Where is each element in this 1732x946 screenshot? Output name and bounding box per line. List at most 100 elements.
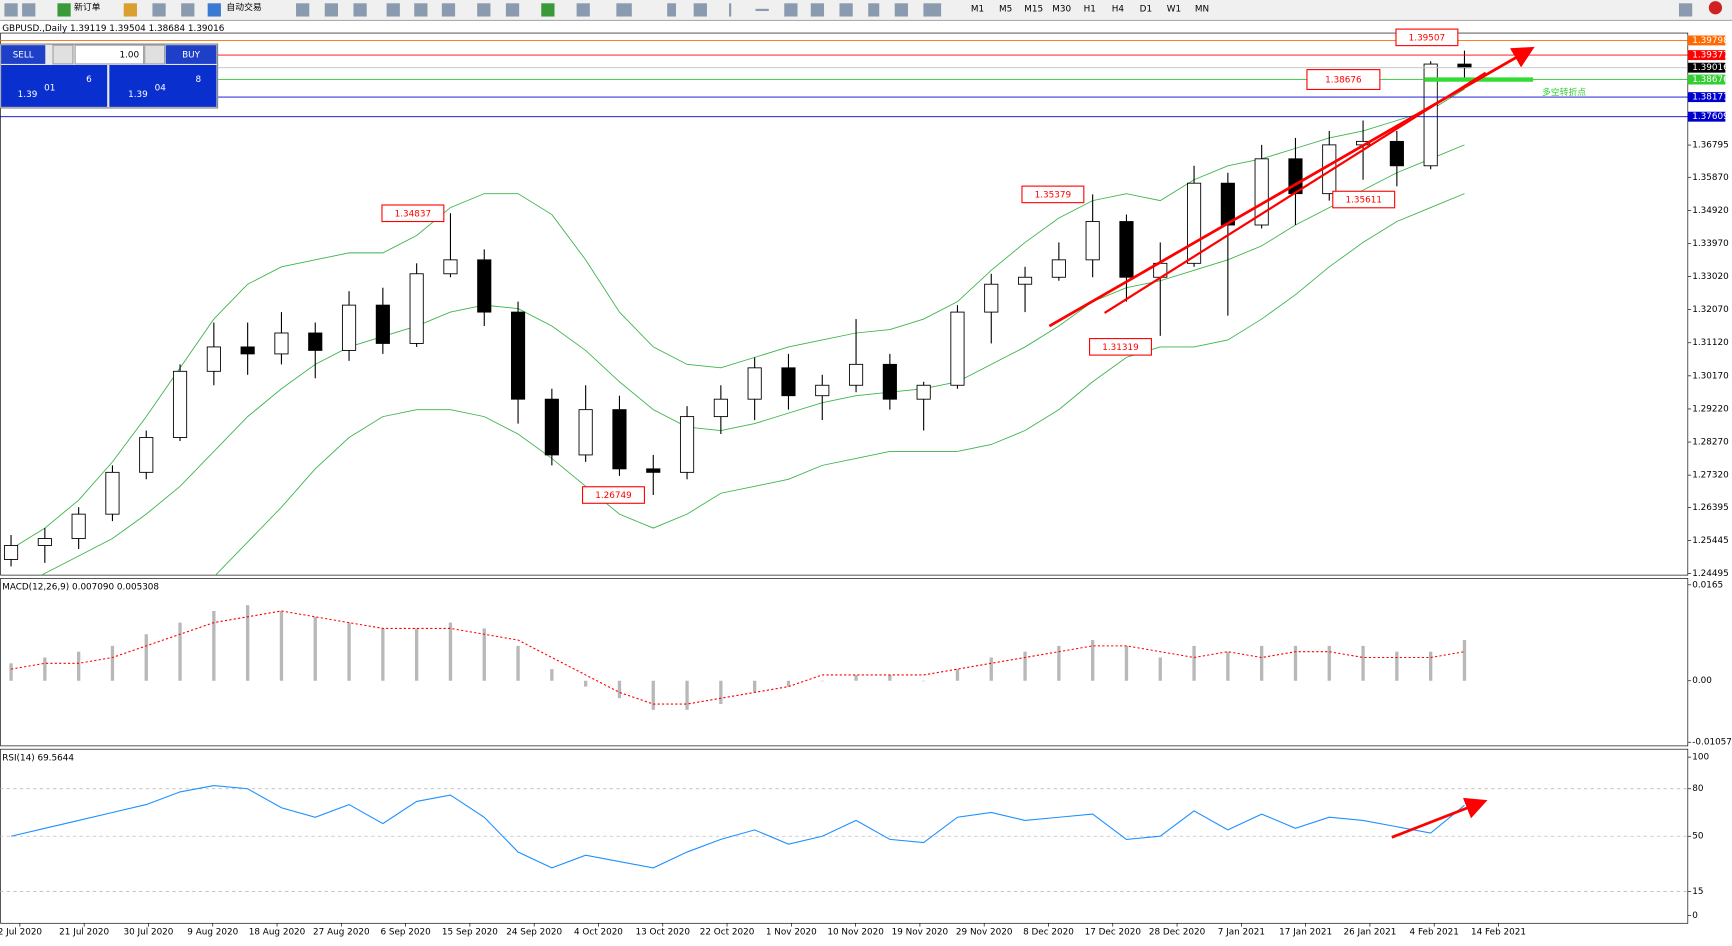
candle-body bbox=[984, 283, 999, 313]
macd-bar bbox=[110, 645, 115, 681]
buy-label[interactable]: BUY bbox=[182, 51, 201, 61]
icon[interactable] bbox=[386, 3, 400, 17]
macd-bar bbox=[1091, 640, 1095, 681]
macd-bar bbox=[820, 680, 824, 682]
icon[interactable] bbox=[441, 3, 456, 17]
macd-bar bbox=[1361, 645, 1365, 681]
y-tick-label: 1.25445 bbox=[1692, 536, 1728, 546]
x-tick-label: 26 Jan 2021 bbox=[1343, 928, 1396, 938]
candle-body bbox=[578, 409, 593, 456]
icon[interactable] bbox=[616, 3, 632, 17]
annotation: 1.35611 bbox=[1345, 196, 1382, 206]
icon[interactable] bbox=[207, 3, 221, 17]
icon[interactable] bbox=[123, 3, 137, 17]
y-tick-label: 1.36795 bbox=[1692, 141, 1728, 151]
timeframe[interactable]: W1 bbox=[1167, 4, 1181, 14]
icon[interactable] bbox=[667, 3, 677, 17]
macd-bar bbox=[955, 669, 960, 681]
timeframe[interactable]: M30 bbox=[1052, 4, 1071, 14]
candle-body bbox=[950, 311, 965, 386]
candle-body bbox=[544, 398, 559, 456]
annotation-box bbox=[381, 204, 445, 223]
macd-bar bbox=[1057, 645, 1061, 681]
y-tick-label: 50 bbox=[1692, 832, 1704, 842]
candle-body bbox=[1186, 182, 1202, 264]
icon[interactable] bbox=[693, 3, 707, 17]
icon[interactable] bbox=[576, 3, 590, 17]
new-order[interactable]: 新订单 bbox=[74, 1, 101, 13]
volume-down[interactable] bbox=[52, 44, 74, 65]
icon[interactable] bbox=[505, 3, 520, 17]
annotation: 1.38676 bbox=[1325, 76, 1362, 86]
icon[interactable] bbox=[414, 3, 428, 17]
macd-bar bbox=[1192, 645, 1196, 681]
timeframe[interactable]: MN bbox=[1195, 4, 1209, 14]
x-tick-label: 19 Nov 2020 bbox=[892, 928, 949, 938]
icon[interactable] bbox=[755, 8, 769, 12]
candle-body bbox=[375, 304, 390, 344]
volume-up[interactable] bbox=[144, 44, 166, 65]
macd-bar bbox=[414, 628, 419, 681]
icon[interactable] bbox=[181, 3, 195, 17]
icon[interactable] bbox=[729, 3, 732, 17]
price-level-tag bbox=[1687, 50, 1726, 61]
toolbar bbox=[0, 0, 1732, 20]
timeframe[interactable]: H4 bbox=[1112, 4, 1125, 14]
icon[interactable] bbox=[22, 3, 36, 17]
icon[interactable] bbox=[1678, 3, 1693, 17]
annotation: 1.39507 bbox=[1409, 33, 1446, 43]
volume-field[interactable] bbox=[74, 44, 145, 65]
candle-body bbox=[815, 384, 830, 397]
macd-bar bbox=[989, 657, 993, 681]
candle-body bbox=[646, 468, 661, 473]
candle-body bbox=[1389, 140, 1404, 167]
timeframe[interactable]: M1 bbox=[971, 4, 984, 14]
macd-bar bbox=[888, 674, 892, 681]
icon[interactable] bbox=[4, 3, 18, 17]
candle-body bbox=[612, 409, 627, 470]
candle-body bbox=[1085, 221, 1100, 261]
buy-frac: 8 bbox=[196, 75, 202, 85]
icon[interactable] bbox=[57, 3, 71, 17]
icon[interactable] bbox=[541, 3, 555, 17]
y-tick-label: 1.33970 bbox=[1692, 239, 1729, 249]
icon[interactable] bbox=[1708, 1, 1723, 15]
timeframe[interactable]: M5 bbox=[999, 4, 1012, 14]
x-tick-label: 15 Sep 2020 bbox=[442, 928, 498, 938]
candle-body bbox=[37, 538, 52, 546]
icon[interactable] bbox=[324, 3, 339, 17]
macd-bar bbox=[583, 680, 588, 687]
icon[interactable] bbox=[894, 3, 908, 17]
sell-label[interactable]: SELL bbox=[13, 51, 34, 61]
bollinger-lower bbox=[214, 193, 1465, 576]
timeframe[interactable]: H1 bbox=[1084, 4, 1096, 14]
icon[interactable] bbox=[810, 3, 825, 17]
sell-button[interactable] bbox=[1, 45, 46, 64]
buy-button[interactable] bbox=[165, 45, 217, 64]
sell-pips: 01 bbox=[44, 84, 55, 94]
x-tick-label: 9 Aug 2020 bbox=[187, 928, 238, 938]
one-click-panel: SELL 1.00 BUY 1.39 01 6 1.39 04 8 bbox=[0, 43, 219, 109]
icon[interactable] bbox=[784, 3, 798, 17]
macd-bar bbox=[1260, 645, 1264, 681]
price-level-label: 1.38171 bbox=[1692, 93, 1728, 103]
icon[interactable] bbox=[839, 3, 853, 17]
icon[interactable] bbox=[152, 3, 166, 17]
auto-trading[interactable]: 自动交易 bbox=[226, 1, 261, 13]
sell-price[interactable] bbox=[1, 65, 108, 107]
timeframe[interactable]: D1 bbox=[1140, 4, 1152, 14]
y-tick-label: 100 bbox=[1692, 753, 1709, 763]
icon[interactable] bbox=[353, 3, 367, 17]
volume[interactable]: 1.00 bbox=[120, 51, 140, 61]
timeframe[interactable]: M15 bbox=[1024, 4, 1043, 14]
y-tick-label: 0 bbox=[1692, 911, 1698, 921]
icon[interactable] bbox=[923, 3, 942, 17]
icon[interactable] bbox=[296, 3, 310, 17]
candle-body bbox=[1220, 182, 1235, 226]
macd-bar bbox=[922, 680, 926, 682]
buy-price[interactable] bbox=[109, 65, 217, 107]
icon[interactable] bbox=[868, 3, 880, 17]
x-tick-label: 8 Dec 2020 bbox=[1023, 928, 1074, 938]
icon[interactable] bbox=[477, 3, 491, 17]
macd-bar bbox=[1124, 645, 1129, 681]
